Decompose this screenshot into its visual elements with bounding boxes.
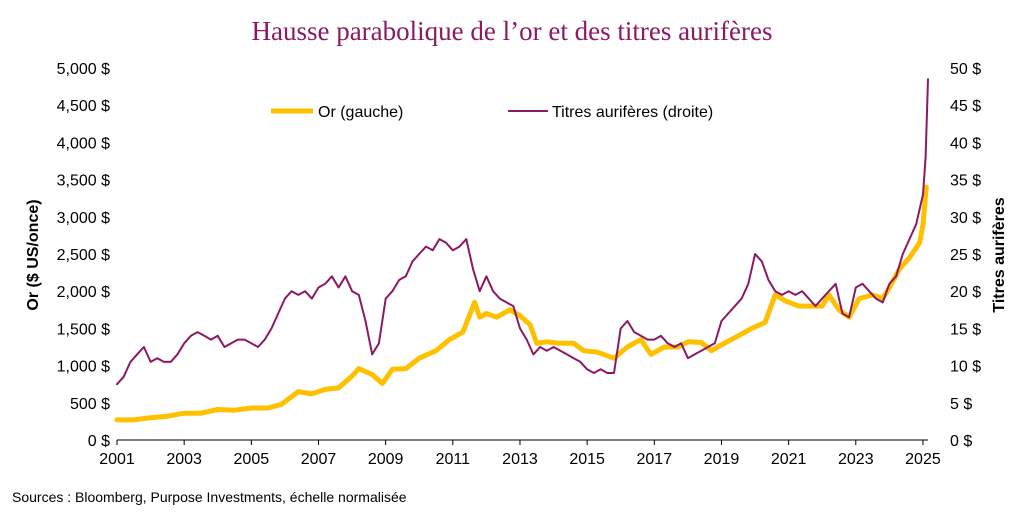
legend: Or (gauche) Titres aurifères (droite) <box>271 104 713 121</box>
y-left-tick-label: 3,000 $ <box>57 210 110 227</box>
x-tick-label: 2005 <box>234 451 270 468</box>
y-right-tick-label: 15 $ <box>950 321 981 338</box>
y-right-tick-label: 25 $ <box>950 247 981 264</box>
source-note: Sources : Bloomberg, Purpose Investments… <box>12 489 407 505</box>
x-tick-label: 2007 <box>301 451 337 468</box>
series-layer <box>114 78 929 423</box>
y-axis-left-title: Or ($ US/once) <box>25 199 42 310</box>
x-tick-label: 2025 <box>905 451 941 468</box>
y-right-tick-label: 5 $ <box>950 396 972 413</box>
y-left-tick-label: 2,500 $ <box>57 247 110 264</box>
y-left-tick-label: 1,500 $ <box>57 321 110 338</box>
y-right-tick-label: 10 $ <box>950 359 981 376</box>
y-left-tick-label: 500 $ <box>70 396 110 413</box>
x-tick-label: 2001 <box>99 451 135 468</box>
y-left-tick-label: 0 $ <box>88 433 110 450</box>
y-left-tick-label: 4,000 $ <box>57 135 110 152</box>
x-axis-ticks: 2001 2003 2005 2007 2009 2011 2013 2015 2017 2019… <box>99 440 941 468</box>
y-right-tick-label: 40 $ <box>950 135 981 152</box>
y-right-tick-label: 30 $ <box>950 210 981 227</box>
x-tick-label: 2011 <box>436 451 471 468</box>
y-axis-right-title: Titres aurifères <box>991 197 1008 312</box>
x-tick-label: 2003 <box>166 451 202 468</box>
y-left-tick-label: 1,000 $ <box>57 359 110 376</box>
y-right-tick-label: 0 $ <box>950 433 972 450</box>
x-tick-label: 2009 <box>368 451 404 468</box>
y-left-tick-label: 3,500 $ <box>57 173 110 190</box>
y-right-tick-label: 20 $ <box>950 284 981 301</box>
series-line-gold <box>114 184 929 423</box>
y-right-tick-label: 45 $ <box>950 98 981 115</box>
legend-label-gold: Or (gauche) <box>318 104 403 121</box>
y-left-tick-label: 4,500 $ <box>57 98 110 115</box>
y-right-tick-label: 50 $ <box>950 61 981 78</box>
x-tick-label: 2013 <box>502 451 538 468</box>
chart-title: Hausse parabolique de l’or et des titres… <box>251 16 772 46</box>
x-tick-label: 2021 <box>771 451 807 468</box>
series-line-miners <box>116 78 929 386</box>
y-right-tick-label: 35 $ <box>950 173 981 190</box>
y-left-tick-label: 5,000 $ <box>57 61 110 78</box>
x-tick-label: 2023 <box>838 451 874 468</box>
legend-label-miners: Titres aurifères (droite) <box>552 104 713 121</box>
y-axis-right-ticks: 0 $ 5 $ 10 $ 15 $ 20 $ 25 $ 30 $ 35 $ 40 $ 45 $ 50… <box>950 61 981 450</box>
y-axis-left-ticks: 0 $ 500 $ 1,000 $ 1,500 $ 2,000 $ 2,500 $ 3,00… <box>57 61 110 450</box>
x-tick-label: 2019 <box>704 451 740 468</box>
x-tick-label: 2017 <box>637 451 673 468</box>
y-left-tick-label: 2,000 $ <box>57 284 110 301</box>
x-tick-label: 2015 <box>569 451 605 468</box>
